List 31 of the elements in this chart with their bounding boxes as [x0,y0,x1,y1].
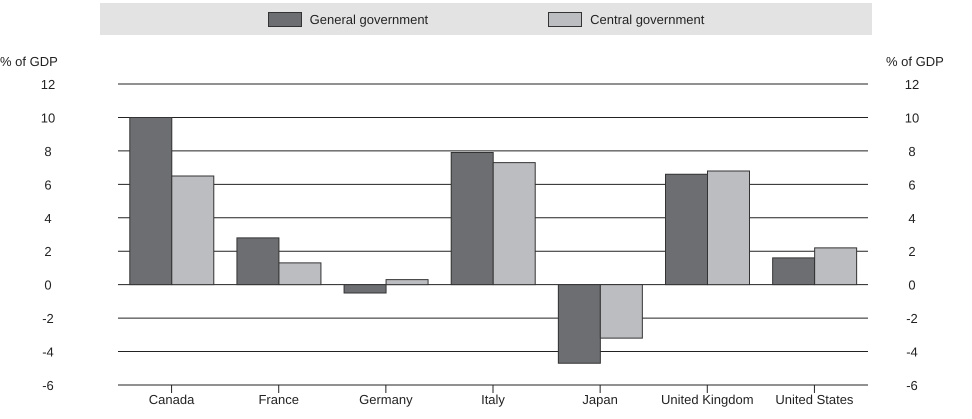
y-tick-label: 12 [40,77,56,92]
y2-tick-label: 8 [908,144,916,159]
y2-axis-title: % of GDP [886,54,944,69]
y-tick-label: -2 [42,311,54,326]
x-tick-label: United Kingdom [661,392,754,408]
y-tick-label: 8 [44,144,52,159]
y-tick-label: 0 [44,278,52,293]
y2-tick-label: 6 [908,177,916,192]
y2-tick-label: -6 [906,378,918,393]
x-tick-label: Canada [148,392,196,408]
x-tick-label: France [258,392,299,408]
y2-tick-label: 4 [908,210,916,226]
y-tick-label: 10 [40,110,56,126]
x-tick-label: United States [775,392,854,408]
y-tick-label: 4 [44,210,52,226]
x-tick-label: Italy [481,392,506,408]
legend-label: Central government [590,12,704,26]
y2-tick-label: 12 [904,77,920,92]
y2-tick-label: 2 [908,244,916,260]
x-tick-label: Germany [359,392,414,408]
y-axis-title: % of GDP [0,54,58,69]
y-tick-label: 2 [44,244,52,260]
legend-label: General government [310,12,428,26]
y-tick-label: -4 [42,344,54,360]
y2-tick-label: 0 [908,278,916,293]
y-tick-label: -6 [42,378,54,393]
y2-tick-label: -4 [906,344,918,360]
y-tick-label: 6 [44,177,52,192]
y2-tick-label: 10 [904,110,920,126]
x-tick-label: Japan [582,392,618,408]
y2-tick-label: -2 [906,311,918,326]
